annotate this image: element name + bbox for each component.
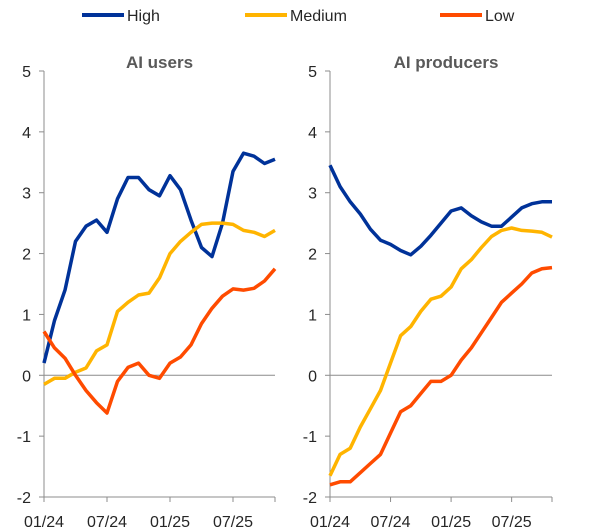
series-line-low xyxy=(329,265,553,487)
series-line-high xyxy=(42,151,276,364)
y-tick-label: -1 xyxy=(303,429,317,446)
y-tick-label: 3 xyxy=(22,186,31,203)
legend-label-high: High xyxy=(127,8,160,25)
panel-title: AI producers xyxy=(394,53,499,72)
y-tick-label: 5 xyxy=(308,64,317,81)
y-tick-label: 3 xyxy=(308,186,317,203)
x-tick-label: 07/24 xyxy=(87,514,127,531)
y-tick-label: -2 xyxy=(17,490,31,507)
panel-title: AI users xyxy=(126,53,193,72)
x-tick-label: 07/25 xyxy=(213,514,253,531)
y-tick-label: -2 xyxy=(303,490,317,507)
y-tick-label: -1 xyxy=(17,429,31,446)
x-tick-label: 07/25 xyxy=(492,514,532,531)
y-tick-label: 1 xyxy=(308,307,317,324)
series-line-low xyxy=(42,267,277,415)
y-tick-label: 4 xyxy=(308,125,317,142)
legend: High Medium Low xyxy=(82,8,515,25)
legend-label-low: Low xyxy=(485,8,515,25)
y-tick-label: 5 xyxy=(22,64,31,81)
x-tick-label: 01/25 xyxy=(431,514,471,531)
x-tick-label: 07/24 xyxy=(371,514,411,531)
y-tick-label: 2 xyxy=(22,247,31,264)
x-tick-label: 01/25 xyxy=(150,514,190,531)
y-tick-label: 4 xyxy=(22,125,31,142)
panel-ai-users: AI users 5 4 3 2 1 0 -1 -2 01/24 07/24 01/25 07/25 xyxy=(17,53,277,531)
legend-label-medium: Medium xyxy=(290,8,347,25)
x-tick-label: 01/24 xyxy=(24,514,64,531)
series-line-medium xyxy=(328,226,553,477)
panel-ai-producers: AI producers 5 4 3 2 1 0 -1 -2 01/24 07/24 01/25 07/… xyxy=(303,53,553,531)
y-tick-label: 0 xyxy=(308,368,317,385)
y-tick-label: 2 xyxy=(308,247,317,264)
series-line-medium xyxy=(43,221,276,386)
series-line-high xyxy=(328,164,552,257)
x-tick-label: 01/24 xyxy=(310,514,350,531)
y-tick-label: 0 xyxy=(22,368,31,385)
y-tick-label: 1 xyxy=(22,307,31,324)
